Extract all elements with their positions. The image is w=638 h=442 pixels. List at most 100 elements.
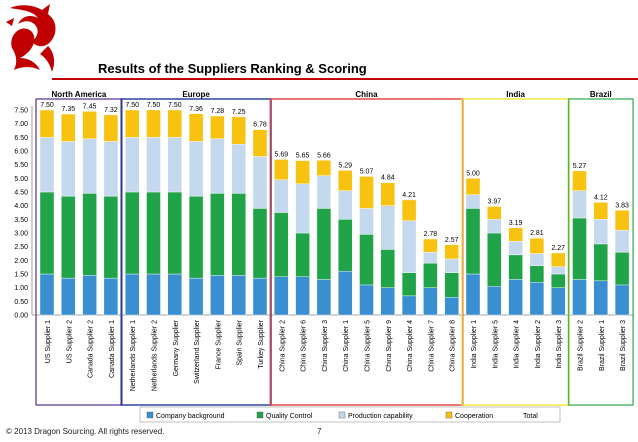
region-box bbox=[461, 98, 570, 406]
bar-segment bbox=[593, 202, 608, 220]
category-label: India Supplier 5 bbox=[492, 320, 499, 369]
bar-segment bbox=[39, 137, 55, 193]
y-tick-label: 1.00 bbox=[14, 285, 28, 292]
category-label: Canada Supplier 2 bbox=[88, 320, 95, 378]
total-label: 5.69 bbox=[274, 151, 288, 158]
bar-segment bbox=[487, 219, 502, 234]
region-box bbox=[567, 98, 634, 406]
bar-segment bbox=[529, 237, 545, 254]
category-label: Brazil Supplier 1 bbox=[599, 320, 606, 371]
category-label: China Supplier 3 bbox=[322, 320, 329, 372]
bar-segment bbox=[423, 287, 438, 316]
total-label: 6.78 bbox=[253, 122, 267, 129]
category-label: Netherlands Supplier 2 bbox=[152, 320, 159, 391]
total-label: 7.50 bbox=[147, 102, 161, 109]
y-tick-label: 7.00 bbox=[14, 121, 28, 128]
bar-segment bbox=[401, 199, 417, 221]
bar-segment bbox=[274, 212, 289, 277]
bar-segment bbox=[529, 265, 545, 283]
bar-segment bbox=[338, 219, 353, 272]
category-label: China Supplier 2 bbox=[279, 320, 286, 372]
category-label: China Supplier 4 bbox=[407, 320, 414, 372]
category-label: Canada Supplier 1 bbox=[109, 320, 116, 378]
bar-segment bbox=[252, 277, 268, 316]
total-label: 7.36 bbox=[189, 106, 203, 113]
y-tick-label: 5.00 bbox=[14, 176, 28, 183]
bar-segment bbox=[316, 160, 332, 176]
bar-segment bbox=[529, 253, 545, 267]
region-label: China bbox=[355, 90, 378, 99]
title-divider bbox=[52, 78, 638, 80]
bar-segment bbox=[124, 273, 140, 316]
bar-segment bbox=[338, 190, 353, 220]
bar-segment bbox=[188, 113, 204, 142]
bar-segment bbox=[252, 129, 268, 157]
bar-segment bbox=[167, 273, 183, 316]
total-label: 5.07 bbox=[360, 168, 374, 175]
region-label: Brazil bbox=[590, 90, 612, 99]
bar-segment bbox=[295, 276, 310, 316]
bar-segment bbox=[551, 273, 566, 288]
bar-segment bbox=[465, 208, 481, 275]
total-label: 7.32 bbox=[104, 107, 118, 114]
category-label: China Supplier 7 bbox=[428, 320, 435, 372]
bar-segment bbox=[593, 280, 608, 316]
bar-segment bbox=[188, 195, 204, 279]
category-label: India Supplier 2 bbox=[535, 320, 542, 369]
bar-segment bbox=[146, 273, 161, 316]
bar-segment bbox=[124, 191, 140, 275]
bar-segment bbox=[380, 287, 395, 316]
bar-segment bbox=[551, 287, 566, 316]
region-box bbox=[269, 98, 464, 406]
category-label: China Supplier 6 bbox=[301, 320, 308, 372]
y-tick-label: 1.50 bbox=[14, 272, 28, 279]
category-label: Netherlands Supplier 1 bbox=[130, 320, 137, 391]
total-label: 2.27 bbox=[551, 245, 565, 252]
region-label: India bbox=[506, 90, 525, 99]
category-label: India Supplier 1 bbox=[471, 320, 478, 369]
bar-segment bbox=[380, 205, 395, 250]
category-label: China Supplier 8 bbox=[450, 320, 457, 372]
bar-segment bbox=[593, 243, 608, 282]
bar-segment bbox=[103, 195, 119, 279]
y-tick-label: 0.00 bbox=[14, 313, 28, 320]
bar-segment bbox=[167, 191, 183, 275]
bar-segment bbox=[316, 279, 332, 316]
bar-segment bbox=[231, 116, 246, 145]
bar-segment bbox=[487, 232, 502, 287]
bar-segment bbox=[401, 272, 417, 297]
bar-segment bbox=[231, 143, 246, 194]
category-label: US Supplier 1 bbox=[45, 320, 52, 363]
bar-segment bbox=[614, 230, 630, 253]
bar-segment bbox=[508, 254, 523, 280]
bar-segment bbox=[295, 232, 310, 277]
bar-segment bbox=[188, 141, 204, 197]
y-tick-label: 4.50 bbox=[14, 190, 28, 197]
bar-segment bbox=[338, 271, 353, 316]
bar-segment bbox=[103, 141, 119, 197]
bar-segment bbox=[444, 258, 459, 273]
bar-segment bbox=[146, 109, 161, 138]
legend-label: Company background bbox=[156, 413, 225, 420]
total-label: 7.50 bbox=[168, 102, 182, 109]
category-label: Germany Supplier bbox=[173, 319, 180, 376]
bar-segment bbox=[359, 234, 374, 286]
bar-segment bbox=[61, 277, 76, 316]
bar-segment bbox=[614, 251, 630, 286]
y-tick-label: 3.00 bbox=[14, 231, 28, 238]
category-label: Spain Supplier bbox=[237, 319, 244, 365]
category-label: India Supplier 3 bbox=[556, 320, 563, 369]
bar-segment bbox=[401, 295, 417, 316]
bar-segment bbox=[274, 276, 289, 316]
bar-segment bbox=[103, 277, 119, 316]
legend-swatch bbox=[338, 411, 346, 419]
category-label: US Supplier 2 bbox=[66, 320, 73, 363]
bar-segment bbox=[593, 219, 608, 245]
bar-segment bbox=[508, 227, 523, 242]
bar-segment bbox=[210, 138, 225, 194]
bar-segment bbox=[252, 156, 268, 209]
bar-segment bbox=[295, 183, 310, 234]
bar-segment bbox=[465, 178, 481, 195]
y-tick-label: 5.50 bbox=[14, 162, 28, 169]
